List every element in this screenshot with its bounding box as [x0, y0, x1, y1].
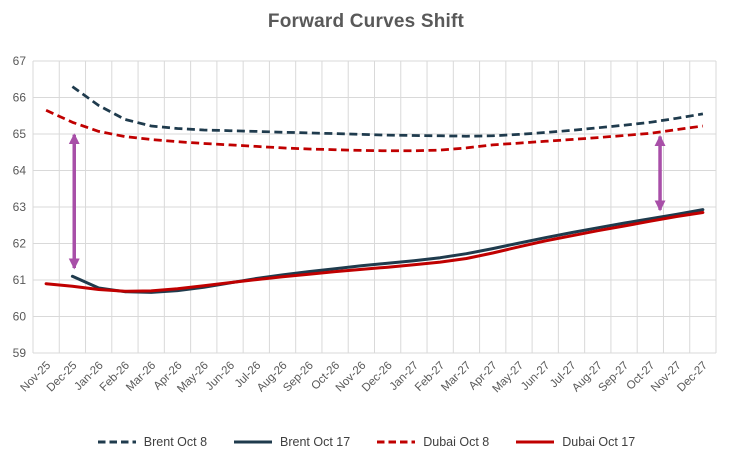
- x-axis-tick-label: Dec-26: [360, 360, 395, 395]
- legend-item-dubai-oct-8: Dubai Oct 8: [376, 435, 489, 449]
- y-axis-tick-label: 61: [13, 273, 27, 287]
- y-axis-tick-label: 67: [13, 54, 27, 68]
- legend-item-dubai-oct-17: Dubai Oct 17: [515, 435, 635, 449]
- x-axis-tick-label: Dec-25: [45, 360, 80, 395]
- y-axis-tick-label: 59: [13, 346, 27, 360]
- x-axis-tick-label: Sep-27: [596, 360, 631, 395]
- chart-legend: Brent Oct 8 Brent Oct 17 Dubai Oct 8 Dub…: [0, 435, 732, 449]
- series-line-brent-oct-17: [70, 208, 705, 294]
- grid-layer: [32, 60, 717, 354]
- x-axis-tick-label: Sep-26: [281, 360, 316, 395]
- legend-label: Brent Oct 8: [143, 435, 208, 449]
- y-axis-tick-label: 60: [13, 310, 27, 324]
- y-axis-tick-label: 64: [13, 164, 27, 178]
- x-axis-tick-label: Mar-27: [439, 360, 473, 394]
- legend-label: Brent Oct 17: [280, 435, 351, 449]
- legend-label: Dubai Oct 17: [562, 435, 636, 449]
- y-axis-tick-label: 66: [13, 91, 27, 105]
- y-axis-tick-label: 63: [13, 200, 27, 214]
- x-axis-tick-label: Mar-26: [124, 360, 158, 394]
- annotation-layer: [68, 133, 666, 270]
- legend-line-sample-icon: [97, 440, 136, 444]
- legend-label: Dubai Oct 8: [423, 435, 490, 449]
- x-axis-tick-label: Dec-27: [675, 360, 710, 395]
- x-axis-tick-label: Jun-27: [519, 360, 552, 393]
- legend-item-brent-oct-17: Brent Oct 17: [233, 435, 350, 449]
- chart-title: Forward Curves Shift: [267, 11, 465, 32]
- y-axis-tick-label: 62: [13, 237, 27, 251]
- series-line-dubai-oct-17: [44, 211, 705, 293]
- series-line-brent-oct-8: [71, 85, 704, 138]
- axis-layer: 596061626364656667Nov-25Dec-25Jan-26Feb-…: [13, 54, 710, 395]
- legend-line-sample-icon: [377, 440, 416, 444]
- legend-line-sample-icon: [516, 440, 555, 444]
- series-layer: [44, 85, 705, 294]
- x-axis-tick-label: Jun-26: [204, 360, 237, 393]
- y-axis-tick-label: 65: [13, 127, 27, 141]
- legend-line-sample-icon: [234, 440, 273, 444]
- plot-area: 596061626364656667Nov-25Dec-25Jan-26Feb-…: [13, 54, 717, 395]
- series-line-dubai-oct-8: [45, 109, 704, 153]
- legend-item-brent-oct-8: Brent Oct 8: [97, 435, 207, 449]
